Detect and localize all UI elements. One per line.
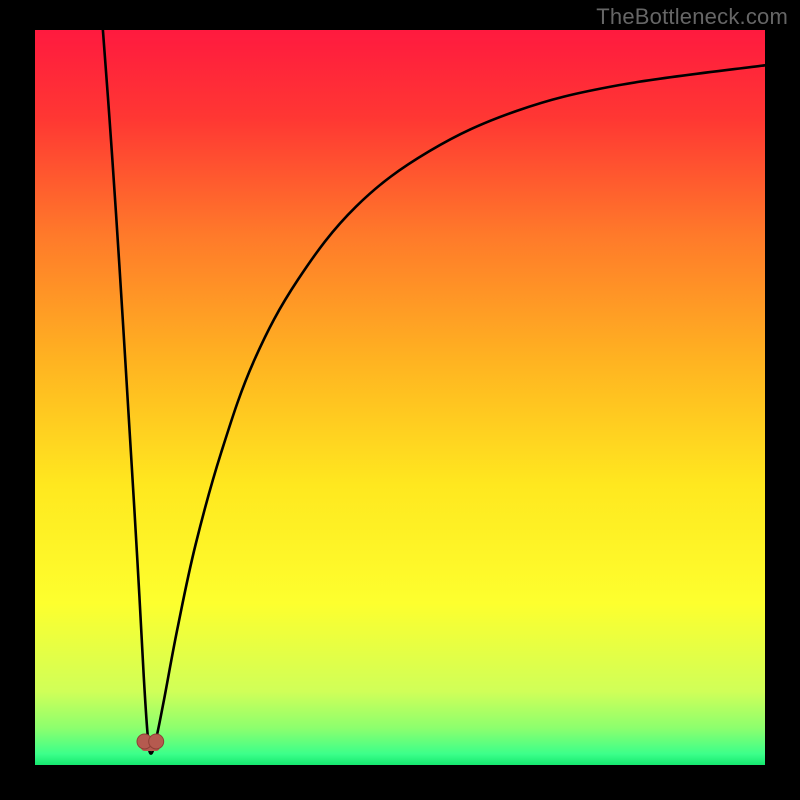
plot-area-gradient bbox=[35, 30, 765, 765]
marker-point-1 bbox=[149, 734, 164, 749]
chart-container: TheBottleneck.com bbox=[0, 0, 800, 800]
bottleneck-chart bbox=[0, 0, 800, 800]
watermark-text: TheBottleneck.com bbox=[596, 4, 788, 30]
